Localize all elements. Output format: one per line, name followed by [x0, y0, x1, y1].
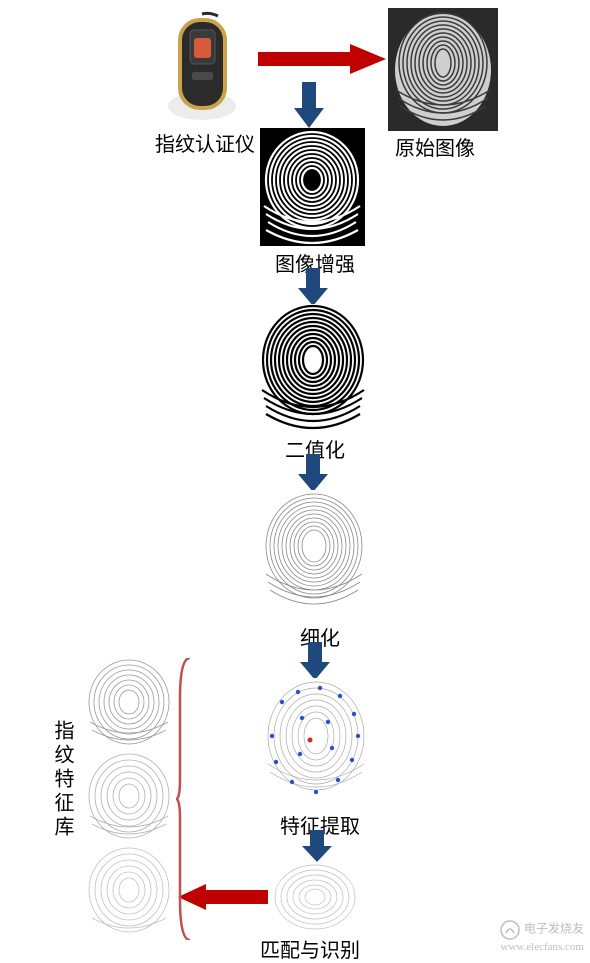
- watermark-brand: 电子发烧友: [524, 921, 584, 935]
- watermark: 电子发烧友 www.elecfans.com: [499, 919, 584, 953]
- arrow-to-match: [302, 830, 332, 862]
- match-fingerprint-image: [270, 862, 360, 932]
- db-fingerprint-1: [84, 658, 174, 752]
- enhanced-fingerprint-image: [260, 128, 365, 246]
- thinned-fingerprint-image: [260, 490, 368, 618]
- original-image-label: 原始图像: [395, 132, 475, 161]
- arrow-scanner-to-original: [258, 44, 386, 74]
- arrow-to-enhance: [294, 82, 324, 128]
- brace-icon: [176, 658, 194, 940]
- arrow-to-binarize: [298, 268, 328, 306]
- feature-db-label: 指纹特征库: [48, 720, 77, 840]
- binarized-fingerprint-image: [258, 304, 368, 432]
- db-fingerprint-3: [84, 846, 174, 940]
- feature-extract-image: [262, 678, 370, 808]
- db-fingerprint-2: [84, 752, 174, 846]
- watermark-url: www.elecfans.com: [500, 941, 584, 953]
- arrow-to-feature-extract: [300, 642, 330, 680]
- arrow-to-thinning: [298, 454, 328, 492]
- original-fingerprint-image: [388, 8, 498, 131]
- scanner-device: [160, 10, 245, 125]
- scanner-label: 指纹认证仪: [155, 128, 255, 157]
